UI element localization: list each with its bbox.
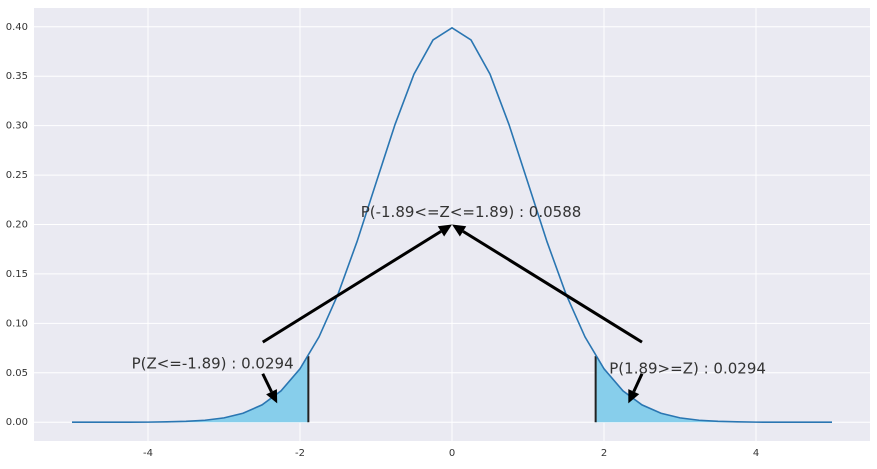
y-tick-label: 0.15 xyxy=(6,269,28,280)
y-tick-label: 0.10 xyxy=(6,318,28,329)
annotation-arrow xyxy=(261,373,273,393)
x-tick-label: 2 xyxy=(601,448,607,459)
y-tick-label: 0.20 xyxy=(6,220,28,231)
y-tick-label: 0.00 xyxy=(6,417,28,428)
x-tick-label: -4 xyxy=(143,448,153,459)
annotation-arrow xyxy=(632,373,644,393)
annotation-arrow xyxy=(261,230,442,344)
y-tick-label: 0.35 xyxy=(6,71,28,82)
annotation-text: P(Z<=-1.89) : 0.0294 xyxy=(132,354,294,372)
y-tick-label: 0.30 xyxy=(6,121,28,132)
arrow-head xyxy=(437,224,452,237)
arrow-head xyxy=(452,224,467,237)
shaded-tail xyxy=(72,356,309,423)
shaded-tail xyxy=(595,356,832,423)
y-tick-label: 0.40 xyxy=(6,22,28,33)
x-tick-label: 4 xyxy=(753,448,759,459)
density-line xyxy=(72,26,832,424)
arrow-head xyxy=(628,389,640,404)
x-tick-label: -2 xyxy=(295,448,305,459)
x-tick-label: 0 xyxy=(449,448,455,459)
arrow-head xyxy=(266,389,278,404)
annotation-text: P(1.89>=Z) : 0.0294 xyxy=(609,359,766,377)
y-tick-label: 0.25 xyxy=(6,170,28,181)
annotation-arrow xyxy=(462,230,643,344)
y-tick-label: 0.05 xyxy=(6,368,28,379)
annotation-text: P(-1.89<=Z<=1.89) : 0.0588 xyxy=(361,203,582,221)
